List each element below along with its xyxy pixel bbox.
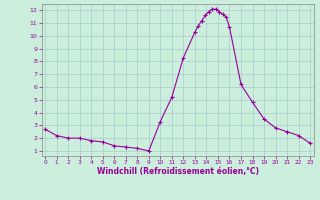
X-axis label: Windchill (Refroidissement éolien,°C): Windchill (Refroidissement éolien,°C) xyxy=(97,167,259,176)
